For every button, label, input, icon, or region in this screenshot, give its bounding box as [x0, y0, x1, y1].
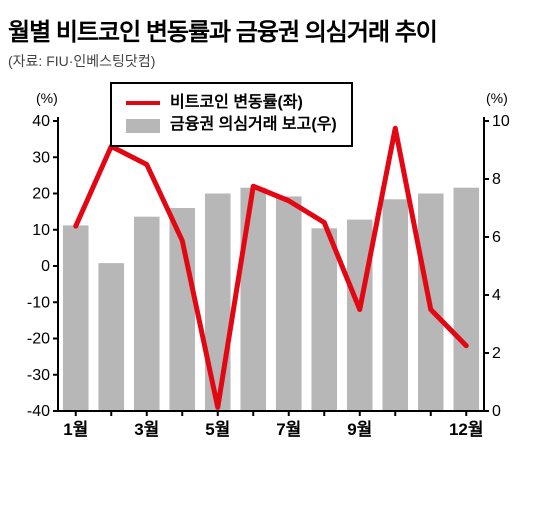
x-label: 5월: [205, 420, 230, 439]
x-label: 1월: [63, 420, 88, 439]
x-label: 9월: [347, 420, 372, 439]
bar: [453, 188, 479, 411]
y-right-label: 0: [492, 403, 501, 420]
legend-bar-label: 금융권 의심거래 보고(우): [170, 114, 337, 136]
y-right-label: 2: [492, 345, 501, 362]
x-label: 7월: [276, 420, 301, 439]
right-unit: (%): [486, 90, 508, 106]
y-right-label: 4: [492, 287, 501, 304]
y-left-label: -10: [27, 294, 50, 311]
y-left-label: -40: [27, 403, 50, 420]
y-left-label: 40: [32, 113, 50, 130]
legend-line-swatch: [126, 101, 160, 105]
y-left-label: -20: [27, 331, 50, 348]
x-label: 12월: [449, 420, 484, 439]
bar: [347, 220, 373, 411]
y-left-label: 30: [32, 149, 50, 166]
bar: [134, 217, 160, 411]
y-right-label: 8: [492, 171, 501, 188]
y-right-label: 10: [492, 113, 510, 130]
y-left-label: -30: [27, 367, 50, 384]
legend-line-label: 비트코인 변동률(좌): [170, 92, 303, 114]
bar: [382, 199, 408, 411]
y-left-label: 0: [41, 258, 50, 275]
bar: [98, 263, 124, 411]
bar: [240, 188, 266, 411]
bar: [63, 225, 89, 411]
legend: 비트코인 변동률(좌) 금융권 의심거래 보고(우): [110, 82, 353, 147]
bar: [311, 228, 337, 411]
y-left-label: 10: [32, 222, 50, 239]
left-unit: (%): [36, 90, 58, 106]
bar: [276, 196, 302, 411]
chart-subtitle: (자료: FIU·인베스팅닷컴): [8, 51, 534, 71]
bar: [205, 194, 231, 412]
x-label: 3월: [134, 420, 159, 439]
legend-bar-swatch: [126, 119, 160, 133]
y-left-label: 20: [32, 186, 50, 203]
chart-title: 월별 비트코인 변동률과 금융권 의심거래 추이: [8, 12, 534, 47]
y-right-label: 6: [492, 229, 501, 246]
legend-bar-row: 금융권 의심거래 보고(우): [126, 114, 337, 136]
legend-line-row: 비트코인 변동률(좌): [126, 92, 337, 114]
